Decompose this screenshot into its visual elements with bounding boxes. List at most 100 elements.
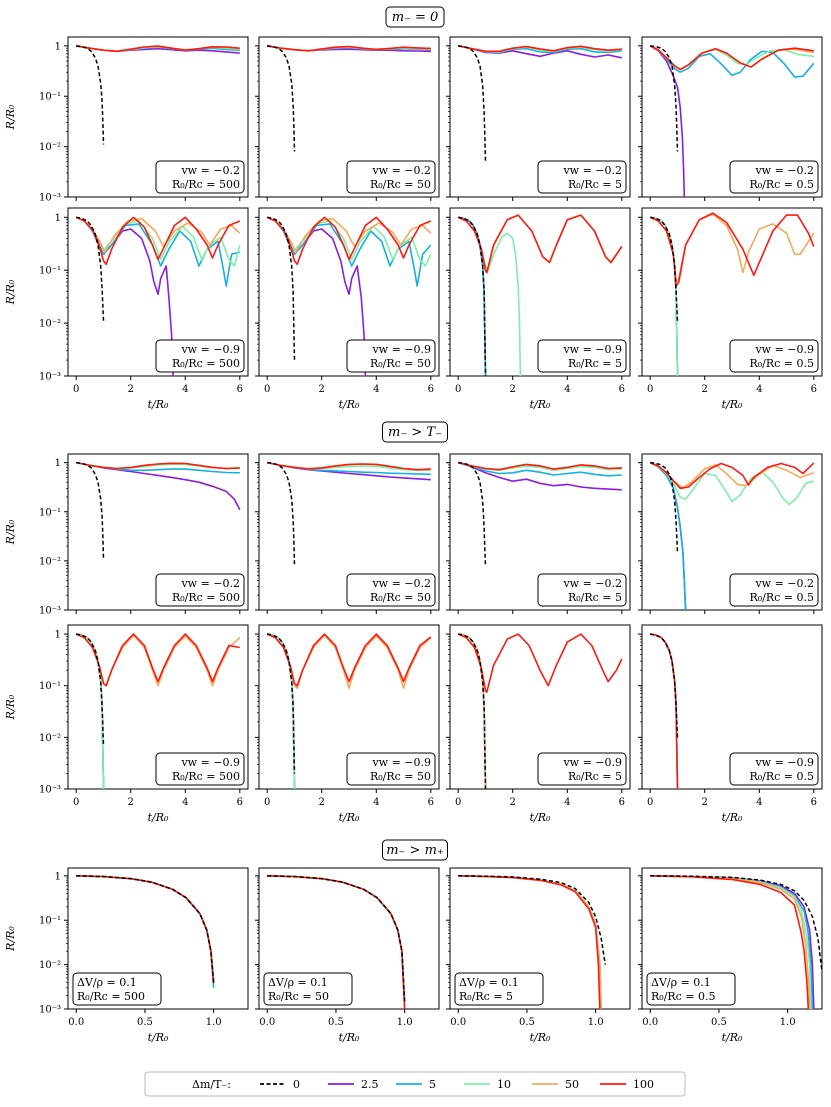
- series-line-100: [649, 212, 815, 287]
- x-tick-label: 2: [702, 797, 708, 808]
- x-tick-label: 1.0: [780, 1017, 796, 1028]
- annotation-box: [537, 160, 627, 194]
- annotation-line: vw = −0.9: [562, 756, 622, 769]
- x-axis-label: t/R₀: [148, 1031, 169, 1044]
- x-tick-label: 4: [564, 797, 570, 808]
- annotation-box: [729, 339, 819, 373]
- annotation-box: [155, 160, 245, 194]
- panel-r3-c0: 1 10⁻¹ 10⁻² 10⁻³ 0 2 4 6 vw = −0.9R₀/Rc = 500 t/R…: [39, 624, 249, 824]
- annotation-line: R₀/Rc = 50: [268, 990, 329, 1003]
- section-title-0: m₋ = 0: [385, 6, 445, 28]
- annotation-line: vw = −0.2: [562, 577, 622, 590]
- annotation-line: vw = −0.9: [180, 756, 240, 769]
- annotation-line: R₀/Rc = 50: [370, 770, 431, 783]
- x-axis-label: t/R₀: [339, 1031, 360, 1044]
- x-tick-label: 0: [264, 384, 270, 395]
- panel-r2-c3: vw = −0.2R₀/Rc = 0.5: [638, 453, 823, 614]
- annotation-box: [346, 752, 436, 786]
- x-tick-label: 2: [510, 384, 516, 395]
- series-line-0: [267, 461, 296, 566]
- panel-r3-c3: 0 2 4 6 vw = −0.9R₀/Rc = 0.5 t/R₀: [638, 624, 823, 824]
- annotation-box: [537, 339, 627, 373]
- series-line-0: [650, 875, 822, 972]
- legend-entry-0: 0: [260, 1078, 300, 1091]
- legend-entry-10: 10: [464, 1078, 511, 1091]
- y-tick-label: 10⁻³: [39, 1005, 61, 1016]
- series-group: [266, 216, 432, 376]
- annotation-line: R₀/Rc = 500: [172, 357, 240, 370]
- annotation-line: R₀/Rc = 5: [568, 178, 622, 191]
- legend-entry-50: 50: [532, 1078, 579, 1091]
- x-tick-label: 2: [319, 384, 325, 395]
- x-tick-label: 4: [373, 797, 379, 808]
- legend-label: 10: [497, 1078, 511, 1091]
- x-tick-label: 6: [237, 797, 243, 808]
- series-line-0: [267, 875, 406, 1002]
- panel-r1-c0: 1 10⁻¹ 10⁻² 10⁻³ 0 2 4 6 vw = −0.9R₀/Rc = 500 t/R…: [39, 207, 249, 411]
- series-line-0: [458, 216, 487, 376]
- panel-r3-c1: 0 2 4 6 vw = −0.9R₀/Rc = 50 t/R₀: [255, 624, 440, 824]
- panel-annotation: ΔV/ρ = 0.1R₀/Rc = 500: [72, 972, 162, 1006]
- y-tick-label: 10⁻²: [39, 733, 61, 744]
- y-tick-label: 10⁻³: [39, 193, 61, 204]
- series-group: [649, 212, 815, 376]
- y-tick-label: 10⁻³: [39, 606, 61, 617]
- annotation-line: vw = −0.9: [371, 756, 431, 769]
- x-tick-label: 2: [510, 797, 516, 808]
- panel-annotation: vw = −0.9R₀/Rc = 0.5: [729, 752, 819, 786]
- panel-annotation: vw = −0.9R₀/Rc = 500: [155, 339, 245, 373]
- x-tick-label: 0: [264, 797, 270, 808]
- y-axis-label: R/R₀: [4, 519, 17, 545]
- series-line-0: [650, 633, 679, 738]
- section-title-text: m₋ = 0: [392, 10, 439, 25]
- annotation-line: vw = −0.9: [754, 756, 814, 769]
- series-line-50: [266, 216, 432, 253]
- x-tick-label: 0.0: [68, 1017, 84, 1028]
- series-line-100: [650, 875, 810, 1009]
- legend-title: Δm/T₋:: [192, 1078, 231, 1091]
- annotation-line: vw = −0.9: [180, 343, 240, 356]
- annotation-line: R₀/Rc = 0.5: [749, 178, 814, 191]
- panel-r0-c3: vw = −0.2R₀/Rc = 0.5: [638, 36, 823, 201]
- x-axis-label: t/R₀: [530, 811, 551, 824]
- x-axis-label: t/R₀: [148, 398, 169, 411]
- series-line-100: [76, 461, 240, 470]
- series-line-0: [76, 216, 105, 321]
- legend: Δm/T₋: 0 2.5 5 10 50 100: [144, 1071, 686, 1097]
- legend-label: 5: [429, 1078, 436, 1091]
- legend-entry-5: 5: [396, 1078, 436, 1091]
- annotation-line: vw = −0.2: [180, 577, 240, 590]
- legend-entry-2_5: 2.5: [328, 1078, 379, 1091]
- series-group: [649, 461, 815, 610]
- series-line-0: [267, 216, 296, 361]
- series-line-0: [650, 45, 679, 152]
- y-tick-label: 1: [55, 458, 61, 469]
- y-tick-label: 10⁻¹: [39, 92, 61, 103]
- series-group: [76, 875, 215, 988]
- series-group: [76, 45, 240, 145]
- annotation-line: ΔV/ρ = 0.1: [268, 976, 328, 989]
- panel-r4-c3: 0.0 0.5 1.0 ΔV/ρ = 0.1R₀/Rc = 0.5 t/R₀: [638, 867, 823, 1044]
- panel-annotation: vw = −0.2R₀/Rc = 5: [537, 573, 627, 607]
- x-tick-label: 0.0: [259, 1017, 275, 1028]
- x-tick-label: 0.5: [137, 1017, 153, 1028]
- x-tick-label: 1.0: [588, 1017, 604, 1028]
- x-tick-label: 2: [128, 797, 134, 808]
- annotation-line: R₀/Rc = 0.5: [749, 591, 814, 604]
- series-group: [649, 45, 815, 197]
- annotation-box: [646, 972, 736, 1006]
- series-line-100: [266, 633, 432, 687]
- y-tick-label: 10⁻²: [39, 142, 61, 153]
- series-line-100: [266, 216, 432, 265]
- panel-r2-c1: vw = −0.2R₀/Rc = 50: [255, 453, 440, 614]
- series-group: [457, 633, 623, 789]
- series-line-0: [650, 461, 679, 553]
- series-group: [457, 461, 622, 566]
- panel-annotation: vw = −0.9R₀/Rc = 5: [537, 339, 627, 373]
- series-line-100: [458, 45, 622, 53]
- series-line-100: [457, 214, 623, 274]
- x-tick-label: 4: [756, 384, 762, 395]
- panel-r2-c0: 1 10⁻¹ 10⁻² 10⁻³ vw = −0.2R₀/Rc = 500: [39, 453, 249, 617]
- annotation-line: R₀/Rc = 0.5: [749, 357, 814, 370]
- x-tick-label: 4: [564, 384, 570, 395]
